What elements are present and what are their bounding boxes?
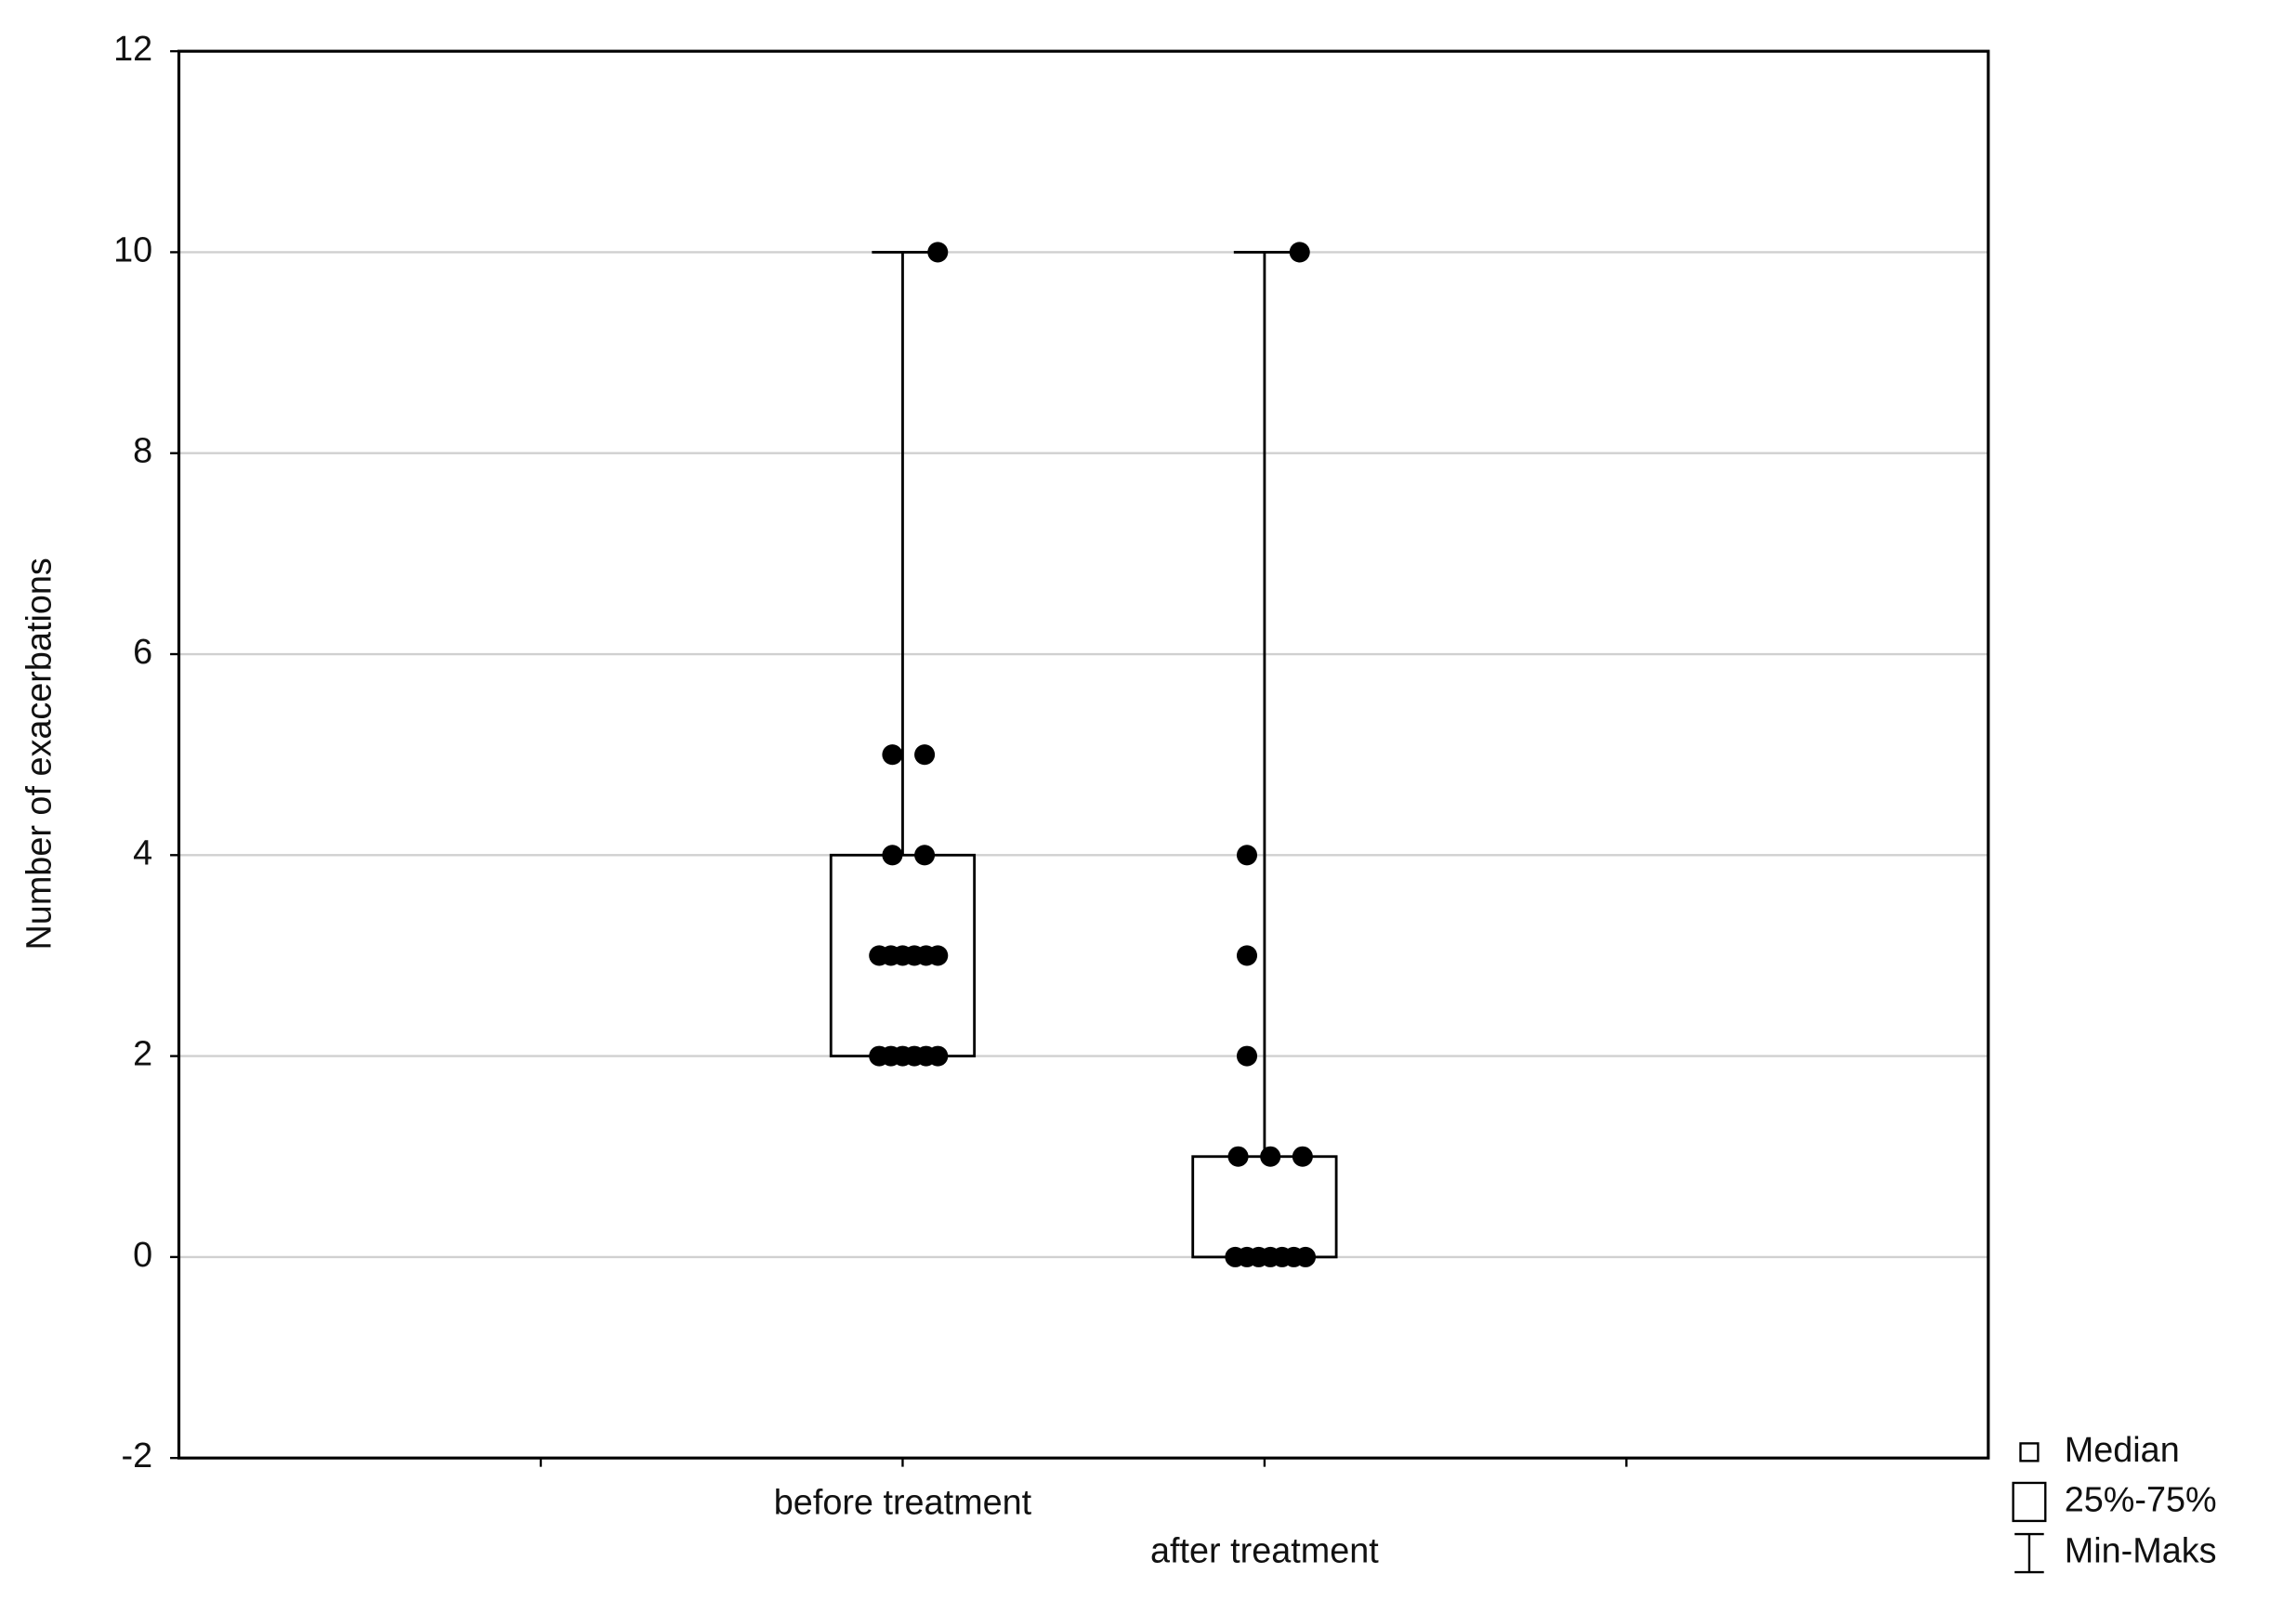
data-point xyxy=(1227,1146,1249,1167)
y-tick-label: -2 xyxy=(122,1436,153,1475)
legend-label: Min-Maks xyxy=(2065,1532,2217,1571)
y-tick-label: 0 xyxy=(133,1236,152,1275)
data-point xyxy=(882,845,903,866)
y-tick-label: 10 xyxy=(113,230,152,269)
x-tick-label: after treatment xyxy=(1150,1532,1379,1571)
data-point xyxy=(927,945,949,966)
legend-label: 25%-75% xyxy=(2065,1480,2217,1519)
data-point xyxy=(882,744,903,766)
data-point xyxy=(1236,845,1258,866)
y-tick-label: 6 xyxy=(133,633,152,672)
data-point xyxy=(914,845,936,866)
data-point xyxy=(927,1045,949,1067)
data-point xyxy=(1289,242,1310,263)
y-axis-label: Number of exacerbations xyxy=(20,557,59,950)
legend-label: Median xyxy=(2065,1431,2180,1470)
y-tick-label: 8 xyxy=(133,432,152,471)
legend-median-symbol xyxy=(2019,1442,2040,1462)
data-point xyxy=(1236,1045,1258,1067)
data-point xyxy=(1236,945,1258,966)
data-point xyxy=(927,242,949,263)
legend-box-symbol xyxy=(2012,1481,2047,1523)
box xyxy=(1191,1155,1338,1259)
x-tick-label: before treatment xyxy=(774,1484,1032,1523)
data-point xyxy=(1294,1246,1317,1267)
data-point xyxy=(1260,1146,1281,1167)
legend-whisker-symbol xyxy=(2014,1532,2044,1574)
y-tick-label: 2 xyxy=(133,1035,152,1074)
data-point xyxy=(914,744,936,766)
data-point xyxy=(1292,1146,1313,1167)
y-tick-label: 4 xyxy=(133,833,152,872)
plot-frame xyxy=(177,49,1990,1460)
y-tick-label: 12 xyxy=(113,30,152,69)
